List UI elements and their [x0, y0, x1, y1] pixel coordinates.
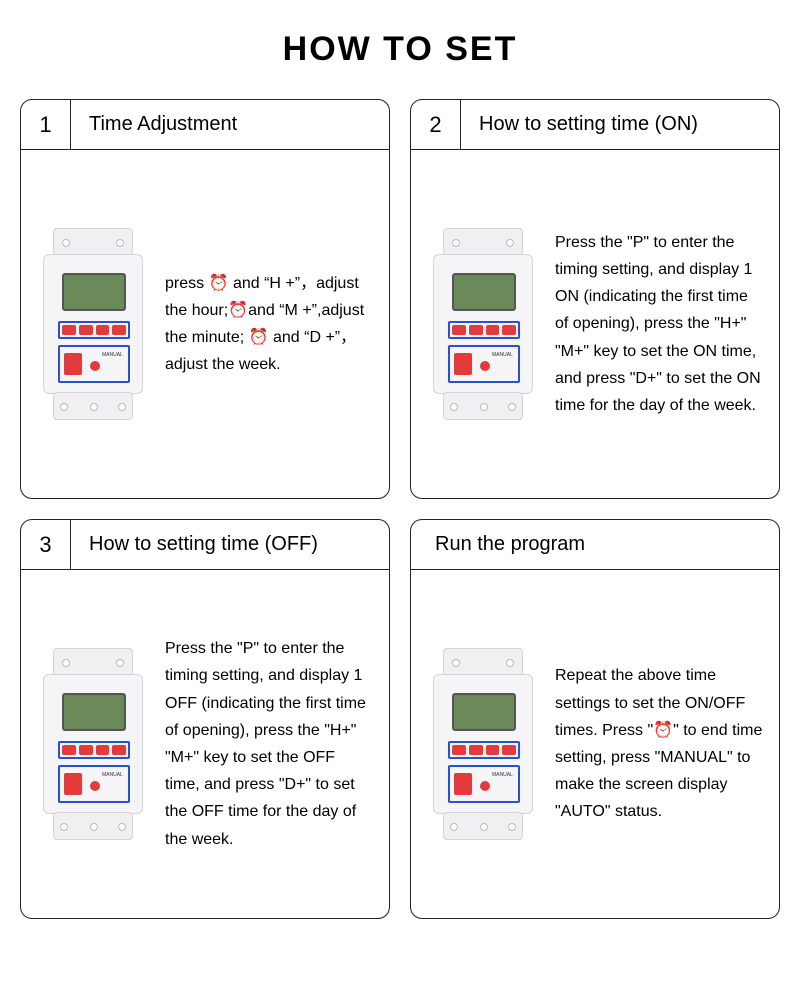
steps-grid: 1 Time Adjustment MANUAL press ⏰ and “H … [20, 99, 780, 919]
step-card-2: 2 How to setting time (ON) MANUAL Press … [410, 99, 780, 499]
step-heading: How to setting time (OFF) [71, 520, 389, 569]
card-header: 1 Time Adjustment [21, 100, 389, 150]
card-header: Run the program [411, 520, 779, 570]
step-description: Press the "P" to enter the timing settin… [165, 635, 373, 853]
device-illustration: MANUAL [33, 224, 153, 424]
device-illustration: MANUAL [423, 224, 543, 424]
device-illustration: MANUAL [33, 644, 153, 844]
step-number: 3 [21, 520, 71, 569]
step-number: 2 [411, 100, 461, 149]
step-description: Repeat the above time settings to set th… [555, 662, 763, 825]
card-body: MANUAL press ⏰ and “H +”，adjust the hour… [21, 150, 389, 498]
card-body: MANUAL Press the "P" to enter the timing… [411, 150, 779, 498]
page-title: HOW TO SET [20, 30, 780, 69]
card-body: MANUAL Press the "P" to enter the timing… [21, 570, 389, 918]
step-card-1: 1 Time Adjustment MANUAL press ⏰ and “H … [20, 99, 390, 499]
step-card-3: 3 How to setting time (OFF) MANUAL Press… [20, 519, 390, 919]
step-card-4: Run the program MANUAL Repeat the above … [410, 519, 780, 919]
device-illustration: MANUAL [423, 644, 543, 844]
card-header: 3 How to setting time (OFF) [21, 520, 389, 570]
step-heading: Time Adjustment [71, 100, 389, 149]
step-description: Press the "P" to enter the timing settin… [555, 229, 763, 419]
card-body: MANUAL Repeat the above time settings to… [411, 570, 779, 918]
card-header: 2 How to setting time (ON) [411, 100, 779, 150]
step-heading: Run the program [411, 520, 779, 569]
step-number: 1 [21, 100, 71, 149]
step-description: press ⏰ and “H +”，adjust the hour;⏰and “… [165, 270, 373, 379]
step-heading: How to setting time (ON) [461, 100, 779, 149]
